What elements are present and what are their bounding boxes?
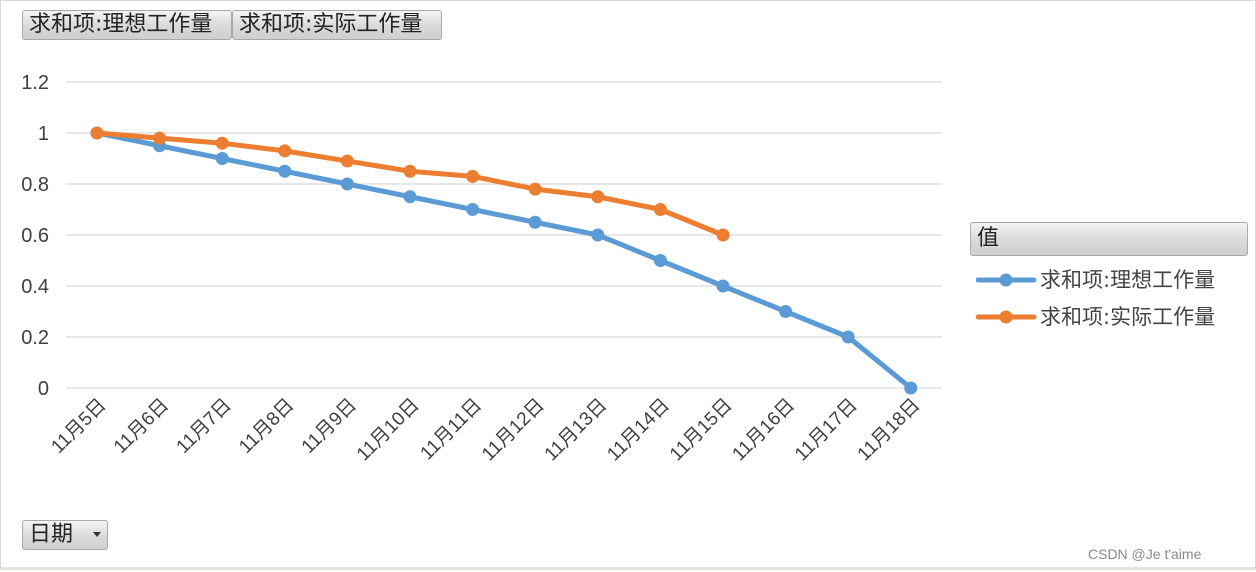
series-layer	[90, 126, 918, 395]
y-tick-label: 0	[38, 378, 49, 400]
data-point[interactable]	[278, 144, 292, 158]
legend-swatch-actual	[976, 310, 1037, 324]
x-tick-label: 11月17日	[791, 395, 862, 466]
data-point[interactable]	[403, 190, 417, 204]
line-chart: 00.20.40.60.811.2 11月5日 11月6日 11月7日 11月8日 11…	[21, 72, 942, 466]
x-tick-label: 11月8日	[235, 395, 298, 458]
data-point[interactable]	[904, 381, 918, 395]
data-point[interactable]	[215, 152, 229, 165]
x-tick-label: 11月5日	[47, 395, 110, 458]
data-point[interactable]	[528, 215, 542, 229]
x-tick-label: 11月6日	[110, 395, 173, 458]
axis-field-label: 日期	[29, 522, 74, 547]
x-axis-tick-labels: 11月5日 11月6日 11月7日 11月8日 11月9日11月10日11月11日11月…	[47, 395, 924, 466]
data-point[interactable]	[528, 182, 542, 196]
data-point[interactable]	[841, 330, 855, 344]
data-point[interactable]	[403, 164, 417, 178]
data-point[interactable]	[340, 177, 354, 191]
data-point[interactable]	[153, 131, 167, 145]
y-tick-label: 1.2	[21, 72, 49, 94]
chevron-down-icon[interactable]	[93, 532, 101, 537]
y-tick-label: 0.4	[21, 276, 49, 298]
legend-header[interactable]: 值	[970, 222, 1248, 256]
x-tick-label: 11月7日	[173, 395, 236, 458]
x-tick-label: 11月10日	[353, 395, 424, 466]
data-point[interactable]	[653, 203, 667, 216]
data-point[interactable]	[466, 169, 480, 183]
x-tick-label: 11月9日	[298, 395, 361, 458]
data-point[interactable]	[90, 126, 104, 140]
legend-label-actual: 求和项:实际工作量	[1040, 305, 1216, 329]
x-tick-label: 11月15日	[666, 395, 737, 466]
data-point[interactable]	[340, 154, 354, 168]
series-ideal	[90, 126, 918, 395]
data-point[interactable]	[278, 164, 292, 178]
watermark: CSDN @Je t'aime	[1088, 546, 1202, 562]
y-tick-label: 0.8	[21, 174, 49, 196]
field-button-ideal-workload[interactable]: 求和项:理想工作量	[22, 10, 232, 40]
x-tick-label: 11月16日	[729, 395, 800, 466]
series-line	[94, 130, 914, 391]
y-tick-label: 0.6	[21, 225, 49, 247]
x-tick-label: 11月14日	[603, 395, 674, 466]
x-tick-label: 11月11日	[417, 395, 487, 465]
legend-label-ideal: 求和项:理想工作量	[1040, 268, 1216, 292]
y-tick-label: 1	[38, 123, 49, 145]
axis-field-button-date[interactable]: 日期	[22, 520, 108, 550]
y-axis-tick-labels: 0 0.2 0.4 0.6 0.8 1 1.2	[21, 72, 49, 400]
field-button-actual-workload[interactable]: 求和项:实际工作量	[232, 10, 442, 40]
data-point[interactable]	[591, 228, 605, 242]
data-point[interactable]	[653, 254, 667, 267]
data-point[interactable]	[716, 279, 730, 293]
y-tick-label: 0.2	[21, 327, 49, 349]
x-tick-label: 11月18日	[854, 395, 925, 466]
data-point[interactable]	[466, 203, 480, 216]
gridlines	[66, 81, 942, 389]
legend-swatch-ideal	[976, 273, 1037, 287]
data-point[interactable]	[591, 190, 605, 204]
series-actual	[90, 126, 730, 242]
x-tick-label: 11月12日	[478, 395, 549, 466]
x-tick-label: 11月13日	[541, 395, 612, 466]
data-point[interactable]	[215, 136, 229, 150]
data-point[interactable]	[716, 228, 730, 242]
data-point[interactable]	[779, 305, 793, 318]
